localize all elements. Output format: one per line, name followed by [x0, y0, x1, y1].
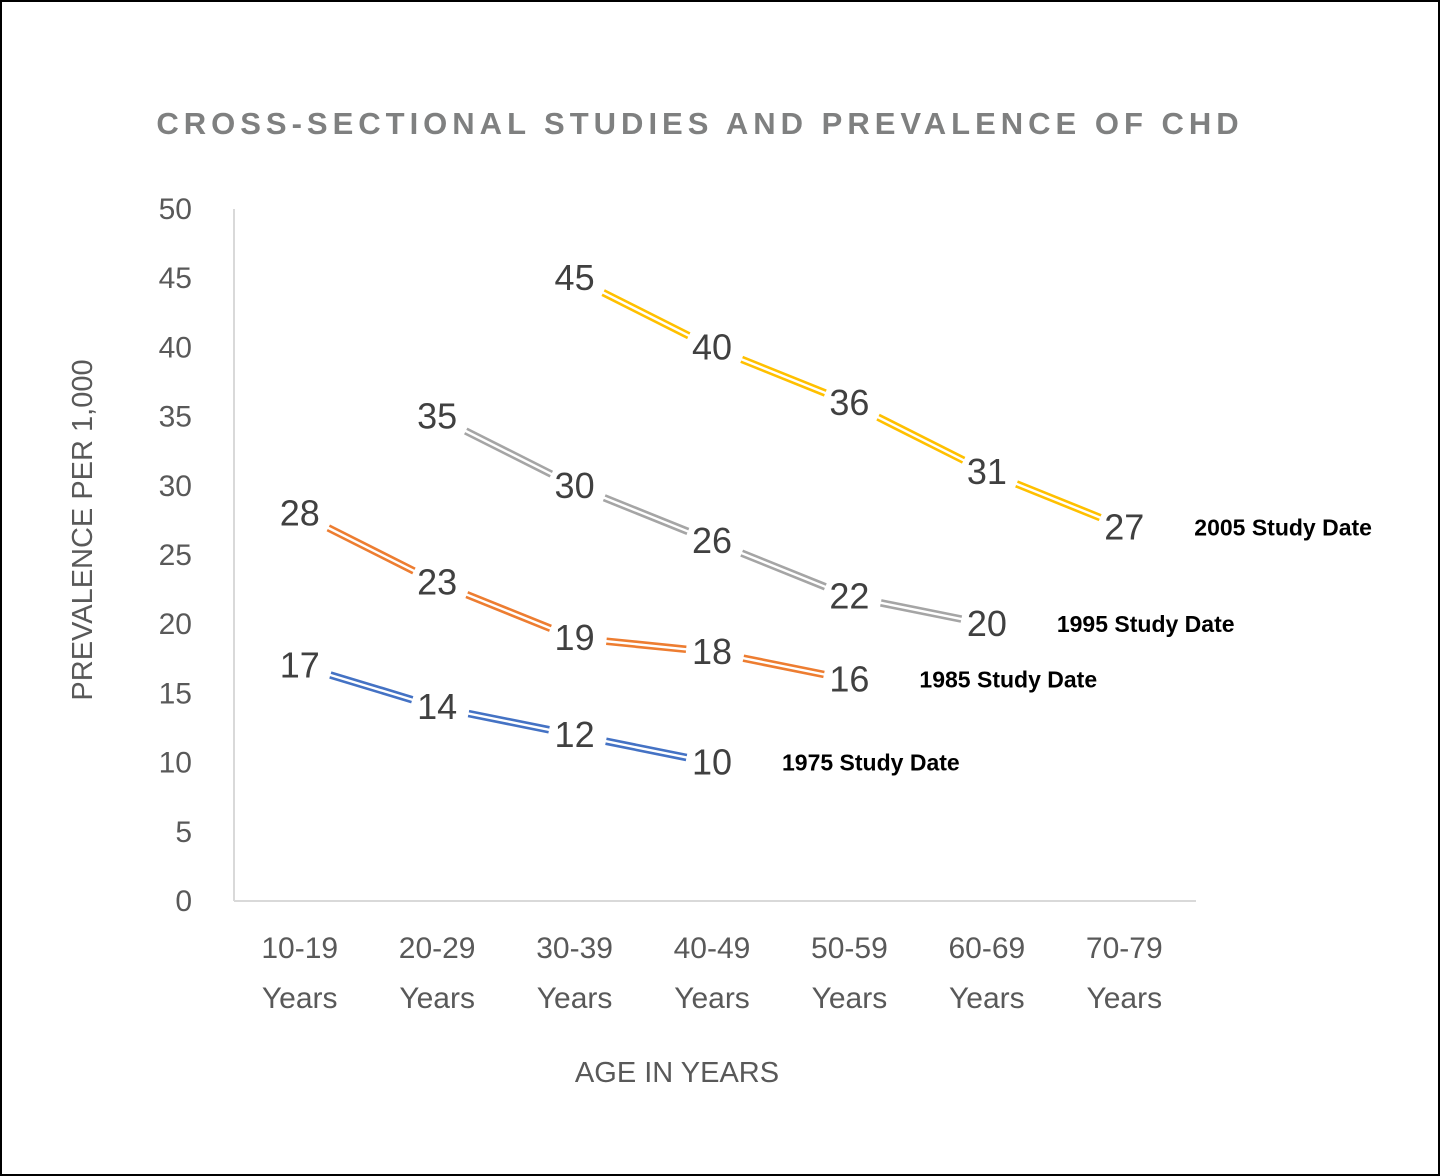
y-tick-label: 40 [159, 331, 192, 364]
series-name-label: 1975 Study Date [782, 750, 960, 776]
data-label: 17 [280, 645, 320, 686]
data-label: 18 [692, 631, 732, 672]
series-line-segment [603, 289, 691, 335]
series-line-segment [878, 413, 966, 460]
y-tick-label: 30 [159, 470, 192, 503]
series-line-segment [742, 659, 824, 679]
series-line-segment [468, 709, 550, 729]
series-line-segment [602, 498, 688, 535]
data-label: 40 [692, 326, 732, 367]
series-line-segment [742, 355, 827, 392]
series-line-segment [467, 591, 552, 628]
data-label: 27 [1104, 506, 1144, 547]
data-label: 22 [829, 576, 869, 617]
series-line-segment [467, 714, 549, 734]
series-name-label: 1985 Study Date [919, 667, 1097, 693]
series-line-segment [1015, 485, 1100, 522]
data-label: 16 [829, 659, 869, 700]
data-label: 26 [692, 520, 732, 561]
data-label: 10 [692, 742, 732, 783]
series-lines [326, 289, 1102, 762]
data-labels: 17 14 12 10 1975 Study Date 28 23 19 18 16 1985 St… [280, 257, 1372, 782]
x-tick-label: 70-79 Years [1086, 932, 1163, 1015]
y-tick-label: 20 [159, 608, 192, 641]
chart-title: CROSS-SECTIONAL STUDIES AND PREVALENCE O… [156, 106, 1243, 141]
series-1995 [464, 427, 963, 623]
series-line-segment [742, 549, 827, 586]
series-line-segment [604, 494, 690, 531]
y-axis-title: PREVALENCE PER 1,000 [67, 359, 99, 700]
data-label: 12 [555, 714, 595, 755]
series-line-segment [466, 427, 554, 474]
y-tick-label: 25 [159, 539, 192, 572]
axes [233, 209, 1196, 902]
x-tick-label: 40-49 Years [674, 932, 751, 1015]
series-line-segment [326, 528, 414, 575]
series-line-segment [743, 654, 825, 674]
series-line-segment [880, 604, 962, 623]
x-tick-label: 30-39 Years [536, 932, 613, 1015]
x-tick-label: 10-19 Years [261, 932, 338, 1015]
data-label: 20 [967, 603, 1007, 644]
x-tick-label: 20-29 Years [399, 932, 476, 1015]
y-tick-label: 35 [159, 401, 192, 434]
series-line-segment [464, 432, 551, 478]
data-label: 23 [417, 562, 457, 603]
data-label: 45 [555, 257, 595, 298]
data-label: 19 [555, 617, 595, 658]
series-line-segment [606, 737, 688, 757]
series-line-segment [605, 742, 687, 762]
data-label: 28 [280, 492, 320, 533]
series-line-segment [881, 599, 963, 618]
series-line-segment [329, 676, 412, 704]
x-axis-title: AGE IN YEARS [575, 1057, 779, 1089]
x-tick-labels: 10-19 Years 20-29 Years 30-39 Years 40-49 Years… [261, 932, 1162, 1015]
y-tick-label: 10 [159, 747, 192, 780]
data-label: 14 [417, 686, 457, 727]
series-name-label: 2005 Study Date [1194, 514, 1372, 540]
data-label: 30 [555, 465, 595, 506]
x-tick-label: 50-59 Years [811, 932, 888, 1015]
series-line-segment [330, 671, 414, 699]
y-tick-label: 45 [159, 262, 192, 295]
y-tick-label: 50 [159, 193, 192, 226]
series-line-segment [740, 554, 825, 591]
series-line-segment [601, 293, 689, 340]
series-line-segment [606, 637, 687, 649]
y-tick-labels: 0 5 10 15 20 25 30 35 40 45 50 [159, 193, 192, 918]
y-tick-label: 15 [159, 677, 192, 710]
series-name-label: 1995 Study Date [1057, 611, 1235, 637]
data-label: 31 [967, 451, 1007, 492]
series-line-segment [740, 360, 825, 397]
series-1985 [326, 524, 825, 679]
y-tick-label: 0 [175, 885, 192, 918]
series-1975 [329, 671, 688, 762]
y-tick-label: 5 [175, 816, 192, 849]
data-label: 35 [417, 396, 457, 437]
x-tick-label: 60-69 Years [948, 932, 1025, 1015]
series-line-segment [465, 595, 551, 632]
data-label: 36 [829, 382, 869, 423]
series-line-segment [1016, 480, 1102, 517]
series-2005 [601, 289, 1102, 522]
series-line-segment [876, 418, 964, 464]
series-line-segment [606, 642, 687, 654]
series-line-segment [328, 524, 416, 570]
